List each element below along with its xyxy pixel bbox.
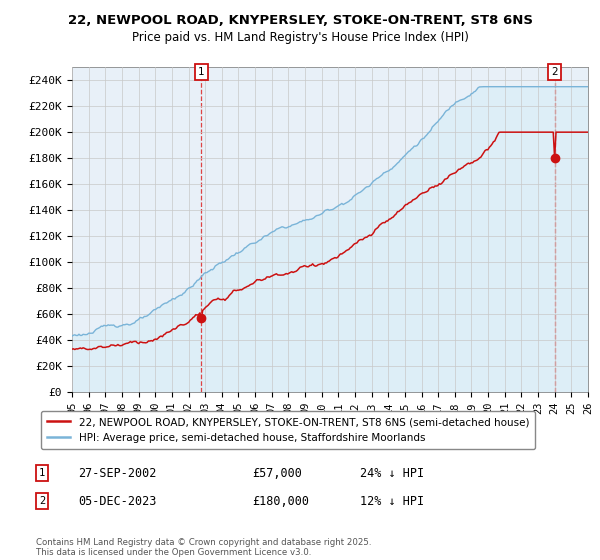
Text: 22, NEWPOOL ROAD, KNYPERSLEY, STOKE-ON-TRENT, ST8 6NS: 22, NEWPOOL ROAD, KNYPERSLEY, STOKE-ON-T…: [67, 14, 533, 27]
Text: 24% ↓ HPI: 24% ↓ HPI: [360, 466, 424, 480]
Text: £57,000: £57,000: [252, 466, 302, 480]
Text: 27-SEP-2002: 27-SEP-2002: [78, 466, 157, 480]
Text: 12% ↓ HPI: 12% ↓ HPI: [360, 494, 424, 508]
Text: 05-DEC-2023: 05-DEC-2023: [78, 494, 157, 508]
Legend: 22, NEWPOOL ROAD, KNYPERSLEY, STOKE-ON-TRENT, ST8 6NS (semi-detached house), HPI: 22, NEWPOOL ROAD, KNYPERSLEY, STOKE-ON-T…: [41, 410, 535, 449]
Text: 2: 2: [39, 496, 45, 506]
Text: 1: 1: [39, 468, 45, 478]
Text: 1: 1: [198, 67, 205, 77]
Text: 2: 2: [551, 67, 558, 77]
Text: £180,000: £180,000: [252, 494, 309, 508]
Text: Contains HM Land Registry data © Crown copyright and database right 2025.
This d: Contains HM Land Registry data © Crown c…: [36, 538, 371, 557]
Text: Price paid vs. HM Land Registry's House Price Index (HPI): Price paid vs. HM Land Registry's House …: [131, 31, 469, 44]
